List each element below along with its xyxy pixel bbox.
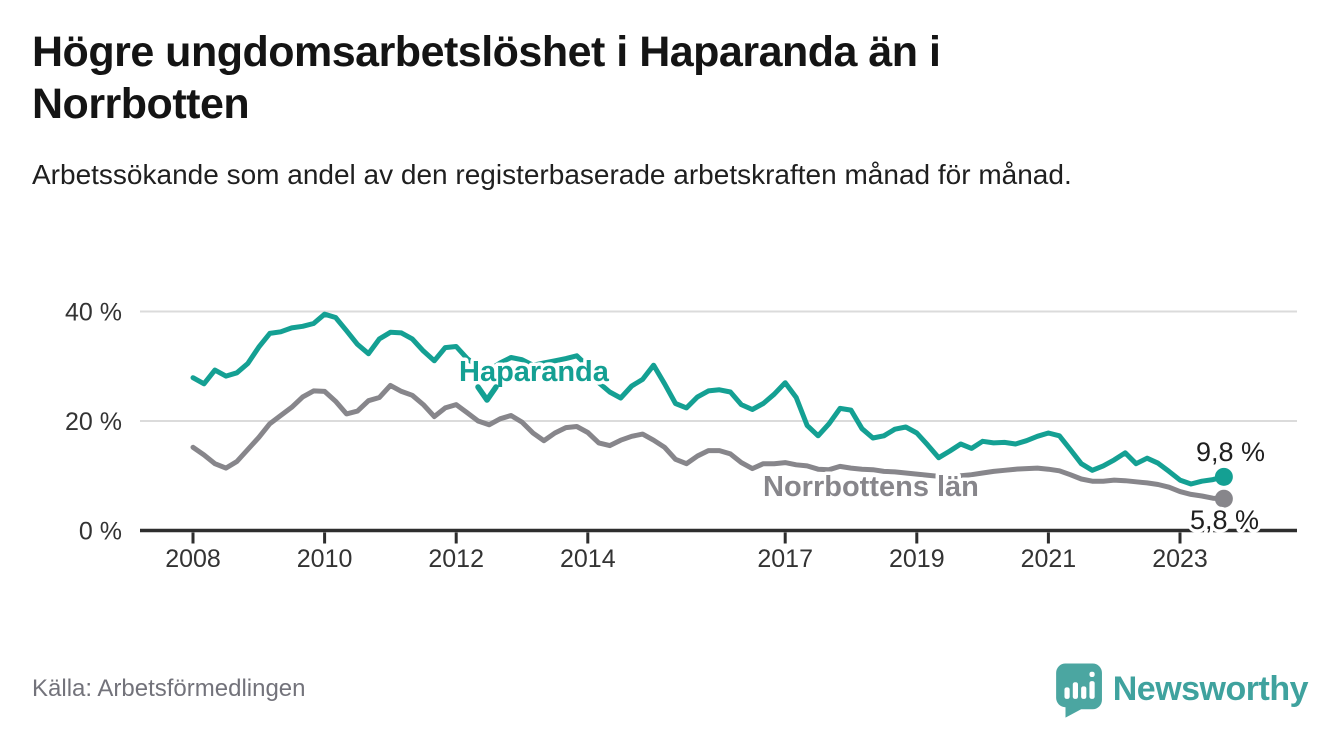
norrbotten-end-value: 5,8 %: [1190, 505, 1259, 535]
y-tick-label: 40 %: [65, 299, 122, 327]
y-tick-label: 0 %: [79, 518, 122, 546]
brand-name: Newsworthy: [1112, 669, 1309, 708]
mini-bar-chart-glyph: [1064, 671, 1095, 699]
x-tick-label: 2010: [297, 545, 353, 573]
page-title: Högre ungdomsarbetslöshet i Haparanda än…: [32, 28, 941, 128]
source-text: Källa: Arbetsförmedlingen: [32, 675, 306, 702]
haparanda-series-label: Haparanda: [459, 356, 610, 388]
haparanda-line: [190, 311, 1227, 487]
x-tick-label: 2021: [1021, 545, 1077, 573]
haparanda-end-value: 9,8 %: [1196, 437, 1265, 467]
x-tick-label: 2014: [560, 545, 616, 573]
down-arrow-icon: [475, 384, 499, 403]
series-end-dot: [1214, 467, 1233, 486]
norrbotten-series-label: Norrbottens län: [763, 471, 979, 503]
bubble-shape: [1055, 662, 1102, 718]
norrbotten-line: [190, 382, 1227, 502]
chart-header: Högre ungdomsarbetslöshet i Haparanda än…: [32, 26, 1302, 196]
newsworthy-logo: Newsworthy: [1053, 661, 1309, 718]
chart-footer: Källa: Arbetsförmedlingen Newsworthy: [0, 662, 1340, 718]
x-tick-label: 2008: [165, 545, 221, 573]
newsworthy-bubble-icon: [1055, 662, 1102, 718]
series-end-dot: [1214, 489, 1233, 508]
x-tick-label: 2023: [1152, 545, 1208, 573]
y-tick-label: 20 %: [65, 408, 122, 436]
x-tick-label: 2012: [428, 545, 484, 573]
x-tick-label: 2019: [889, 545, 945, 573]
x-tick-label: 2017: [757, 545, 813, 573]
chart-subtitle: Arbetssökande som andel av den registerb…: [32, 159, 1072, 190]
